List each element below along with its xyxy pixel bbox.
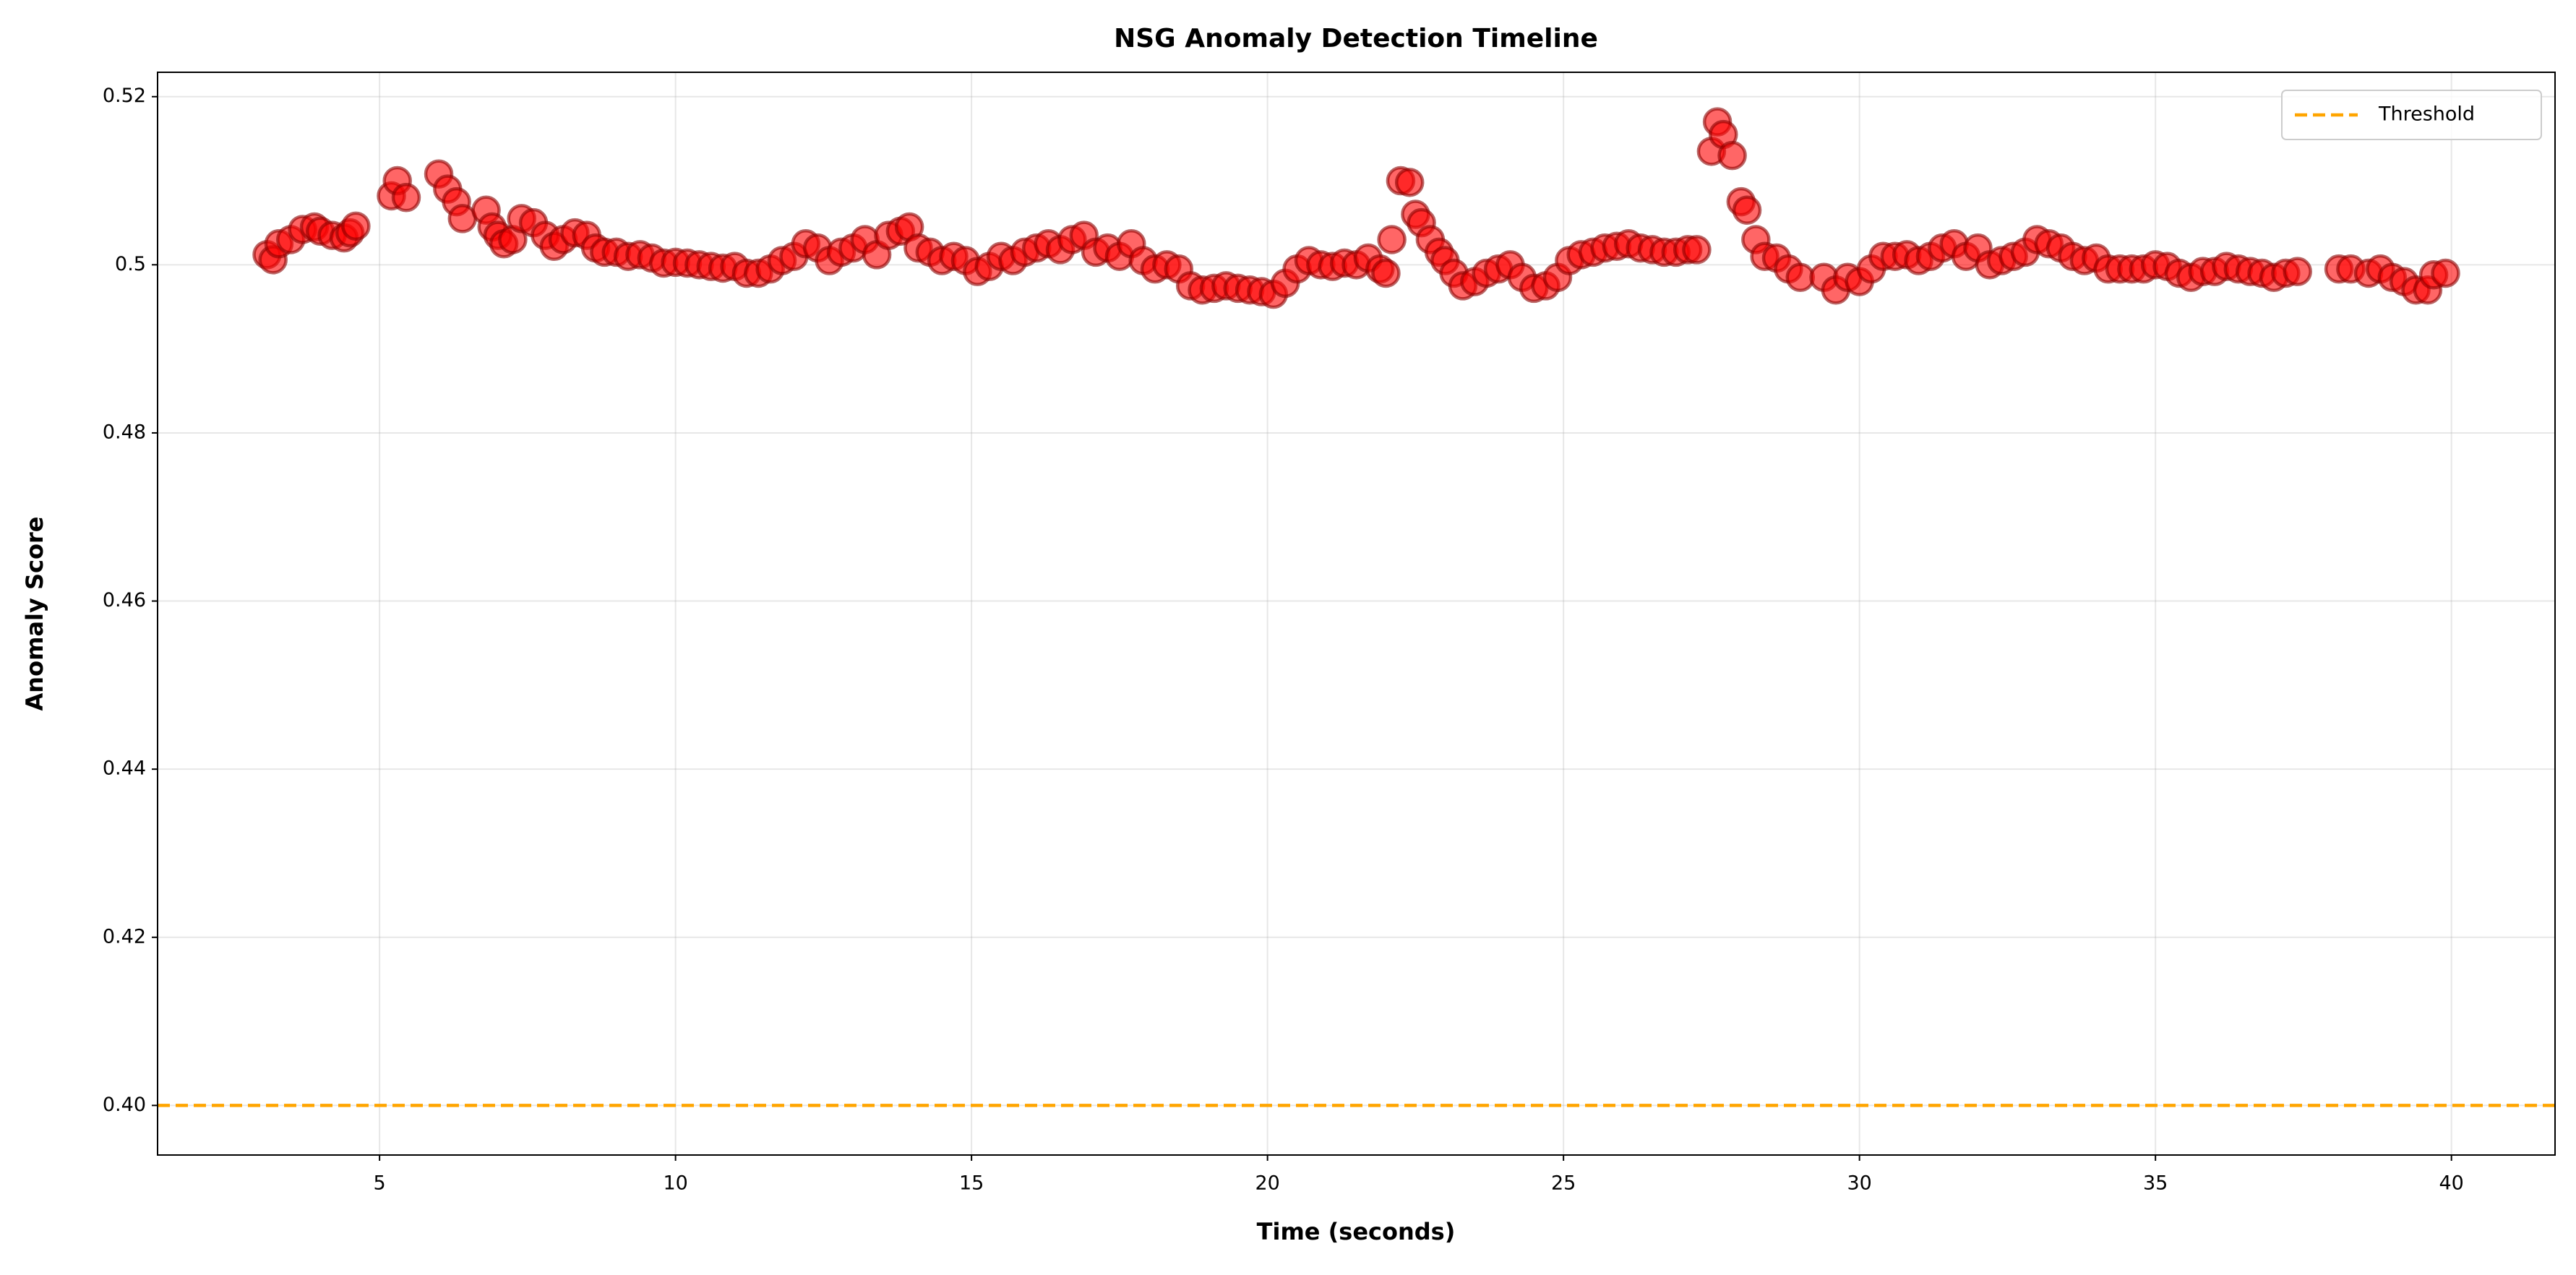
point bbox=[2431, 258, 2460, 288]
y-tick-label: 0.42 bbox=[103, 925, 146, 948]
x-tick-label: 30 bbox=[1847, 1172, 1871, 1195]
point bbox=[341, 211, 371, 241]
y-tick-label: 0.44 bbox=[103, 757, 146, 780]
point bbox=[391, 183, 421, 212]
point bbox=[1394, 168, 1425, 197]
point bbox=[1371, 258, 1401, 288]
point bbox=[2283, 257, 2312, 286]
x-tick-label: 5 bbox=[374, 1172, 386, 1195]
y-tick-label: 0.48 bbox=[103, 421, 146, 443]
y-tick-label: 0.5 bbox=[115, 253, 146, 275]
x-tick-label: 10 bbox=[663, 1172, 687, 1195]
x-tick-label: 25 bbox=[1551, 1172, 1576, 1195]
x-tick-label: 20 bbox=[1255, 1172, 1279, 1195]
y-tick-label: 0.46 bbox=[103, 589, 146, 611]
x-tick-label: 15 bbox=[959, 1172, 984, 1195]
chart-title: NSG Anomaly Detection Timeline bbox=[1114, 24, 1598, 53]
point bbox=[1717, 140, 1747, 171]
x-tick-label: 35 bbox=[2143, 1172, 2168, 1195]
x-tick-label: 40 bbox=[2439, 1172, 2463, 1195]
plot-frame bbox=[157, 72, 2556, 1156]
x-axis-label: Time (seconds) bbox=[1257, 1218, 1456, 1245]
point bbox=[1732, 195, 1762, 225]
legend-label: Threshold bbox=[2378, 103, 2475, 126]
y-axis-label: Anomaly Score bbox=[21, 517, 48, 711]
y-tick-label: 0.52 bbox=[103, 85, 146, 107]
point bbox=[1377, 225, 1407, 254]
scatter-points bbox=[252, 107, 2460, 309]
legend-box bbox=[2281, 90, 2542, 140]
point bbox=[1682, 235, 1712, 265]
y-tick-label: 0.40 bbox=[103, 1094, 146, 1116]
